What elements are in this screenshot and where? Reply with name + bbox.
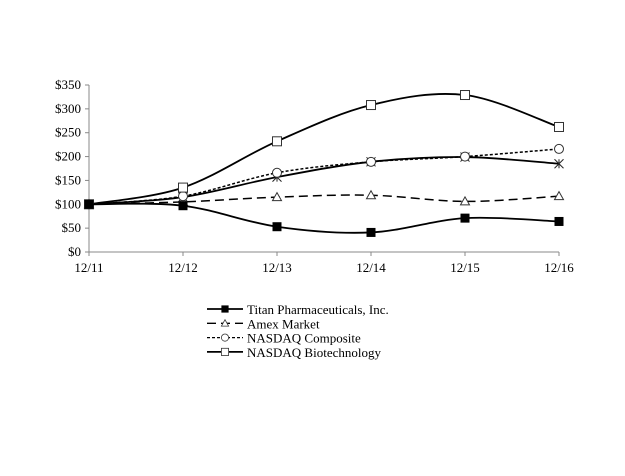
y-tick-label: $200 (55, 149, 81, 164)
data-point (460, 213, 470, 223)
x-tick-label: 12/11 (74, 260, 103, 275)
x-tick-label: 12/15 (450, 260, 480, 275)
data-point (178, 182, 188, 193)
data-point (460, 90, 470, 101)
legend-marker (221, 333, 230, 342)
series-unlabeled (84, 152, 564, 210)
legend-marker (221, 347, 230, 356)
legend-label: Amex Market (247, 316, 320, 331)
y-tick-label: $50 (62, 220, 82, 235)
series-nasdaq-composite (84, 143, 564, 210)
data-point (554, 121, 564, 132)
data-point (553, 190, 565, 201)
y-tick-label: $100 (55, 196, 81, 211)
legend-marker (221, 305, 229, 313)
data-point (460, 151, 470, 162)
data-point (272, 222, 282, 232)
data-point (459, 195, 471, 206)
legend-label: NASDAQ Biotechnology (247, 345, 381, 360)
y-tick-label: $150 (55, 172, 81, 187)
legend-marker (220, 318, 230, 327)
data-point (178, 191, 188, 202)
data-point (271, 191, 283, 202)
legend-item: Titan Pharmaceuticals, Inc. (207, 302, 389, 317)
x-tick-label: 12/12 (168, 260, 198, 275)
data-point (366, 227, 376, 237)
data-point (272, 167, 282, 178)
series-line (88, 93, 560, 206)
series-titan-pharmaceuticals-inc- (84, 199, 564, 237)
legend-item: NASDAQ Composite (207, 331, 361, 346)
data-point (554, 216, 564, 226)
y-tick-label: $300 (55, 101, 81, 116)
legend-label: Titan Pharmaceuticals, Inc. (247, 302, 389, 317)
y-tick-label: $0 (68, 244, 81, 259)
data-point (554, 143, 564, 154)
data-point (366, 100, 376, 111)
data-point (84, 199, 94, 209)
series-nasdaq-biotechnology (84, 90, 564, 210)
x-tick-label: 12/14 (356, 260, 386, 275)
data-point (365, 189, 377, 200)
legend-item: Amex Market (207, 316, 320, 331)
x-tick-label: 12/13 (262, 260, 292, 275)
series-line (88, 202, 560, 234)
legend-label: NASDAQ Composite (247, 331, 361, 346)
x-tick-label: 12/16 (544, 260, 574, 275)
series-line (88, 156, 560, 206)
legend: Titan Pharmaceuticals, Inc.Amex MarketNA… (207, 302, 389, 360)
legend-item: NASDAQ Biotechnology (207, 345, 381, 360)
data-point (178, 201, 188, 211)
series-line (88, 148, 560, 206)
series-line (88, 194, 560, 206)
y-tick-label: $250 (55, 125, 81, 140)
data-point (272, 136, 282, 147)
y-tick-label: $350 (55, 77, 81, 92)
data-point (554, 158, 564, 169)
data-point (366, 156, 376, 167)
